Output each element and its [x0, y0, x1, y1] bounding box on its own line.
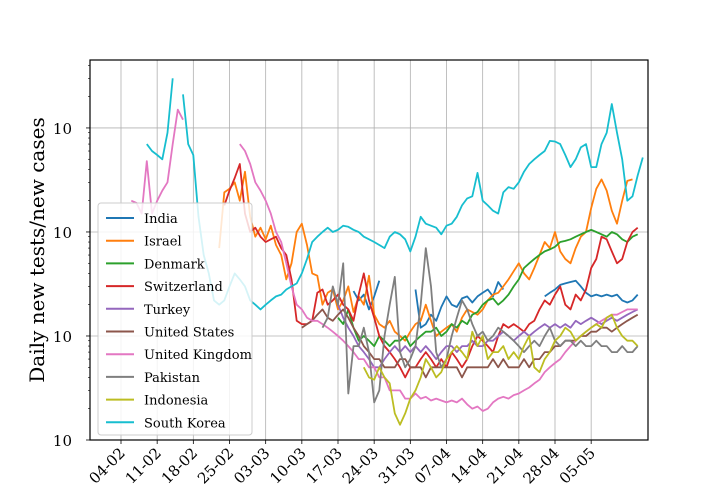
- series-line-united-kingdom: [239, 143, 638, 412]
- y-axis-label: Daily new tests/new cases: [25, 117, 49, 382]
- legend-entry-label: Israel: [144, 235, 182, 250]
- legend-box: [97, 202, 253, 436]
- legend-entry-label: Pakistan: [144, 371, 201, 386]
- y-tick-label: 10: [53, 224, 72, 242]
- y-tick-label: 10: [53, 120, 72, 138]
- series-lines: [130, 78, 644, 426]
- y-tick-label: 10: [53, 432, 72, 450]
- legend-entry-label: Denmark: [144, 257, 205, 272]
- legend-entry-label: Indonesia: [144, 394, 209, 409]
- legend-entry-label: India: [144, 212, 178, 227]
- legend-entry-label: Turkey: [144, 303, 191, 318]
- series-line-pakistan: [321, 247, 639, 404]
- legend-entry-label: United States: [144, 326, 234, 341]
- series-line-south-korea: [182, 94, 644, 311]
- series-line-denmark: [337, 228, 639, 347]
- legend-entry-label: United Kingdom: [144, 348, 252, 363]
- plot-frame: [89, 59, 649, 441]
- series-line-india: [544, 279, 639, 304]
- y-tick-label: 10: [53, 328, 72, 346]
- series-line-south-korea: [146, 78, 174, 161]
- legend-entry-label: South Korea: [144, 416, 226, 431]
- series-line-indonesia: [362, 313, 639, 426]
- legend-entry-label: Switzerland: [144, 280, 223, 295]
- legend: India Israel Denmark Switzerland Turkey Unite…: [97, 202, 253, 436]
